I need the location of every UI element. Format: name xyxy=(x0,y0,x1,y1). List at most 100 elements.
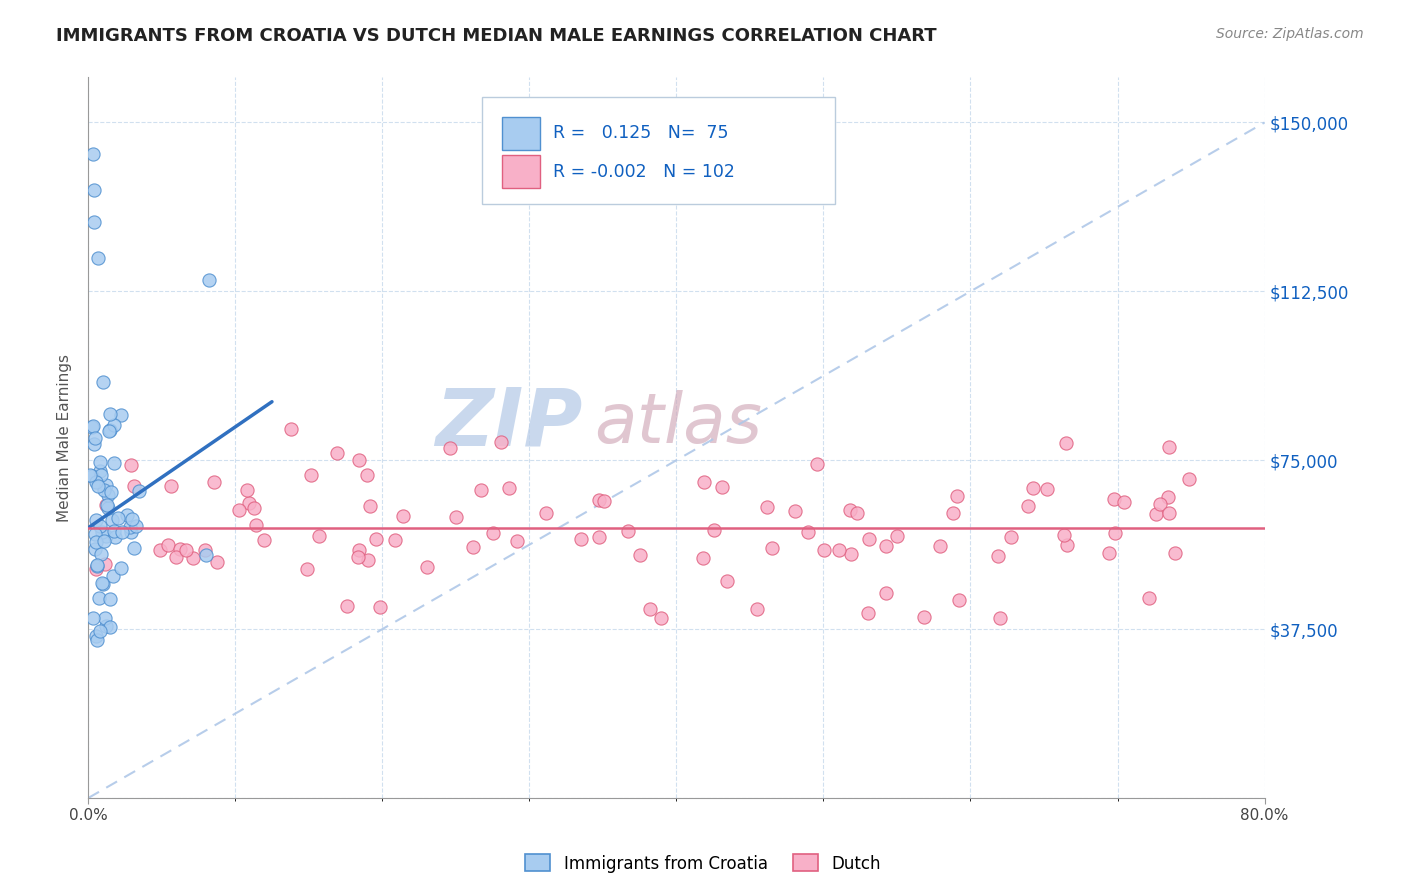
Point xyxy=(1104,525,1126,540)
Point xyxy=(94,558,117,572)
Point xyxy=(89,455,111,469)
Point xyxy=(308,529,330,543)
Point xyxy=(160,478,183,492)
Point xyxy=(588,492,610,507)
Point xyxy=(197,273,219,287)
Point xyxy=(90,547,112,561)
Point xyxy=(91,524,114,539)
Point xyxy=(86,558,108,572)
Point xyxy=(79,467,101,482)
Point xyxy=(349,453,371,467)
Point xyxy=(86,633,108,648)
Point xyxy=(693,475,716,490)
Point xyxy=(839,503,862,517)
Point xyxy=(886,529,908,543)
Point xyxy=(124,518,146,533)
Point xyxy=(356,467,378,482)
Point xyxy=(149,543,172,558)
Point xyxy=(1112,495,1135,509)
Point xyxy=(83,541,105,556)
Point xyxy=(357,553,380,567)
Point xyxy=(745,602,768,616)
Point xyxy=(94,529,117,543)
Point xyxy=(98,424,121,438)
Point xyxy=(165,549,187,564)
Point xyxy=(103,417,125,432)
Point xyxy=(98,423,121,437)
Point xyxy=(1178,472,1201,486)
Point xyxy=(120,525,142,540)
Text: R = -0.002   N = 102: R = -0.002 N = 102 xyxy=(553,163,735,181)
Point xyxy=(87,591,110,606)
Point xyxy=(91,576,114,591)
Point xyxy=(183,551,205,566)
Point xyxy=(569,533,592,547)
Point xyxy=(1104,491,1126,506)
Point xyxy=(942,506,965,520)
Point xyxy=(349,543,371,558)
Point xyxy=(347,550,370,565)
Point xyxy=(82,147,104,161)
Point xyxy=(392,508,415,523)
Point xyxy=(80,469,103,483)
Text: ZIP: ZIP xyxy=(434,384,582,462)
Point xyxy=(194,548,217,562)
Point xyxy=(100,485,122,500)
Point xyxy=(243,500,266,515)
Point xyxy=(828,542,851,557)
Point xyxy=(1157,490,1180,504)
Point xyxy=(89,624,111,639)
Y-axis label: Median Male Earnings: Median Male Earnings xyxy=(58,354,72,522)
Point xyxy=(280,422,302,436)
Point xyxy=(1022,481,1045,495)
Point xyxy=(89,518,111,533)
Point xyxy=(1149,497,1171,511)
Point xyxy=(988,611,1011,625)
Point xyxy=(617,524,640,538)
Point xyxy=(96,498,118,512)
Text: R =   0.125   N=  75: R = 0.125 N= 75 xyxy=(553,124,728,142)
Point xyxy=(1159,506,1181,520)
Point xyxy=(98,620,121,634)
Point xyxy=(97,488,120,502)
Point xyxy=(84,535,107,549)
Point xyxy=(945,489,967,503)
Point xyxy=(1054,436,1077,450)
Point xyxy=(176,542,198,557)
Point xyxy=(110,524,132,539)
Point xyxy=(912,610,935,624)
Point xyxy=(94,619,117,633)
Point xyxy=(128,484,150,499)
Text: atlas: atlas xyxy=(593,390,762,457)
Point xyxy=(156,539,179,553)
Point xyxy=(858,532,880,546)
Point xyxy=(299,468,322,483)
Point xyxy=(93,483,115,497)
Point xyxy=(194,542,217,557)
Point xyxy=(929,539,952,553)
Point xyxy=(1146,507,1168,521)
Point xyxy=(84,562,107,576)
Point xyxy=(245,518,267,533)
Point xyxy=(505,533,527,548)
FancyBboxPatch shape xyxy=(482,97,835,203)
Point xyxy=(121,512,143,526)
Point xyxy=(797,524,820,539)
Point xyxy=(1157,441,1180,455)
Point xyxy=(80,419,103,434)
Point xyxy=(588,530,610,544)
Point xyxy=(710,480,733,494)
Point xyxy=(202,475,225,489)
Point xyxy=(783,504,806,518)
Point xyxy=(86,559,108,574)
Point xyxy=(1164,546,1187,560)
Point xyxy=(948,593,970,607)
Point xyxy=(593,493,616,508)
Point xyxy=(83,437,105,451)
Point xyxy=(1000,530,1022,544)
Point xyxy=(169,542,191,557)
Point xyxy=(110,561,132,575)
Point xyxy=(839,547,862,561)
Point xyxy=(297,562,319,576)
Point xyxy=(702,523,724,537)
